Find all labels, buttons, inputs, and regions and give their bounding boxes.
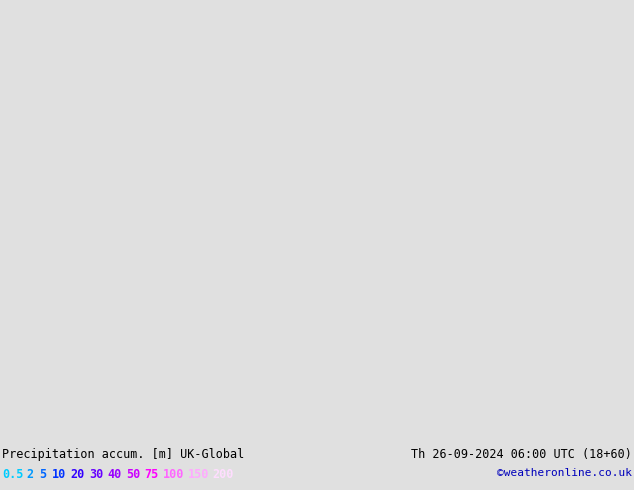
Text: 2: 2 — [27, 468, 34, 481]
Text: 5: 5 — [39, 468, 46, 481]
Text: ©weatheronline.co.uk: ©weatheronline.co.uk — [497, 468, 632, 478]
Text: 20: 20 — [70, 468, 84, 481]
Text: 40: 40 — [107, 468, 122, 481]
Text: 10: 10 — [51, 468, 66, 481]
Text: 75: 75 — [145, 468, 159, 481]
Text: 150: 150 — [188, 468, 209, 481]
Text: 30: 30 — [89, 468, 103, 481]
Text: 100: 100 — [163, 468, 184, 481]
Text: 50: 50 — [126, 468, 140, 481]
Text: Precipitation accum. [m] UK-Global: Precipitation accum. [m] UK-Global — [2, 448, 244, 461]
Text: 200: 200 — [213, 468, 234, 481]
Text: 0.5: 0.5 — [2, 468, 23, 481]
Text: Th 26-09-2024 06:00 UTC (18+60): Th 26-09-2024 06:00 UTC (18+60) — [411, 448, 632, 461]
